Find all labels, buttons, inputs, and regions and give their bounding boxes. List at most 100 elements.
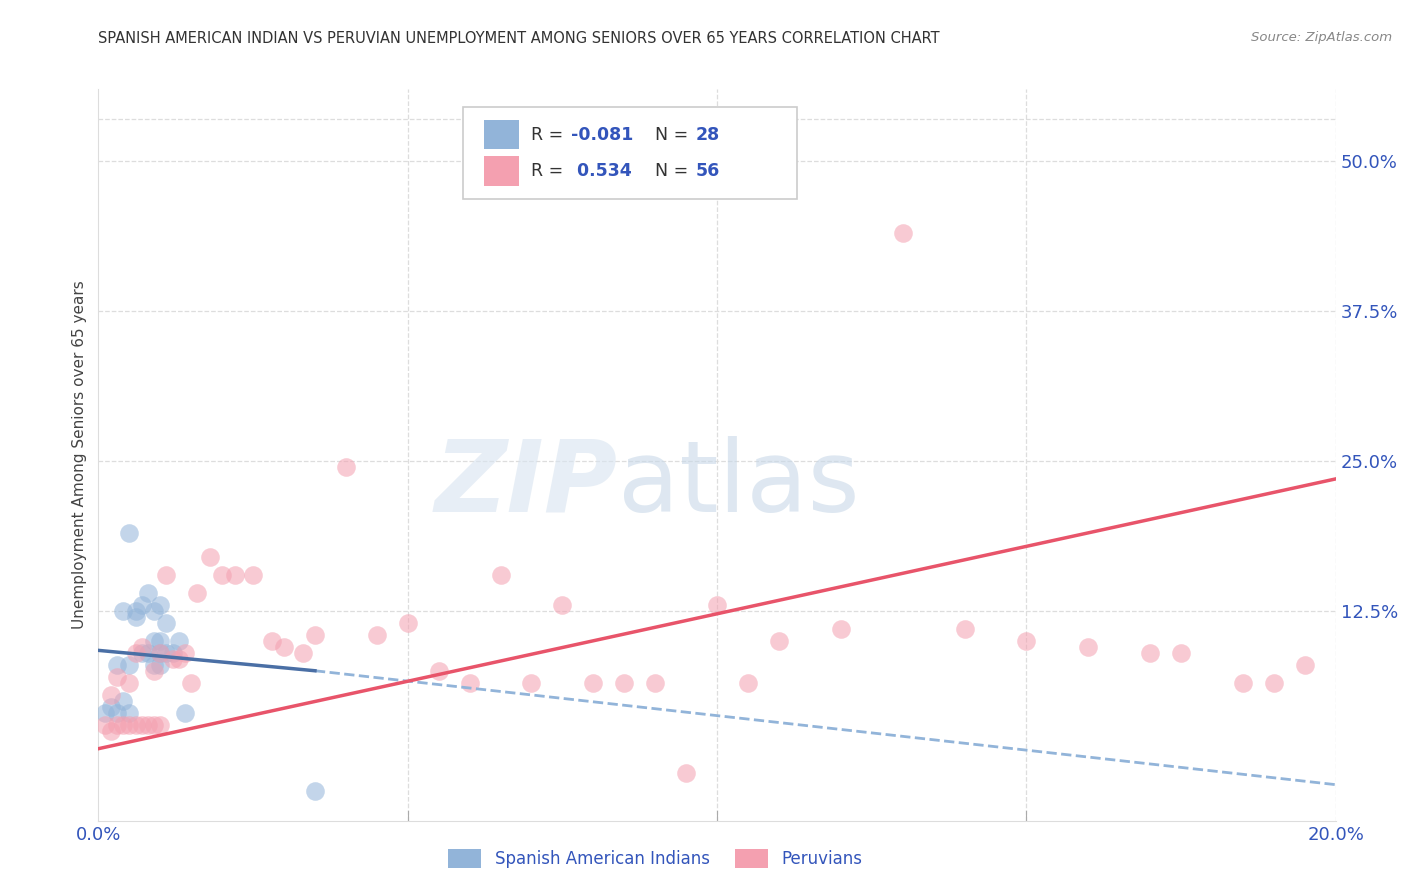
- Point: [118, 675, 141, 690]
- Point: [93, 706, 115, 720]
- Point: [737, 675, 759, 690]
- Point: [105, 706, 128, 720]
- Point: [118, 706, 141, 720]
- Point: [1263, 675, 1285, 690]
- Point: [118, 525, 141, 540]
- Point: [198, 549, 221, 564]
- Point: [112, 604, 135, 618]
- Point: [93, 717, 115, 731]
- Point: [105, 717, 128, 731]
- Point: [273, 640, 295, 654]
- Point: [131, 640, 153, 654]
- Text: Source: ZipAtlas.com: Source: ZipAtlas.com: [1251, 31, 1392, 45]
- Point: [118, 657, 141, 672]
- Point: [291, 646, 314, 660]
- Point: [167, 652, 190, 666]
- Point: [155, 567, 177, 582]
- Point: [105, 670, 128, 684]
- Bar: [485, 156, 519, 186]
- Point: [366, 628, 388, 642]
- Point: [100, 699, 122, 714]
- Text: SPANISH AMERICAN INDIAN VS PERUVIAN UNEMPLOYMENT AMONG SENIORS OVER 65 YEARS COR: SPANISH AMERICAN INDIAN VS PERUVIAN UNEM…: [98, 31, 941, 46]
- Point: [167, 633, 190, 648]
- Text: R =: R =: [531, 126, 569, 144]
- Point: [124, 604, 146, 618]
- Point: [155, 615, 177, 630]
- Point: [124, 609, 146, 624]
- Point: [105, 657, 128, 672]
- Point: [131, 598, 153, 612]
- Text: 28: 28: [696, 126, 720, 144]
- Point: [224, 567, 246, 582]
- Point: [143, 664, 166, 678]
- Point: [891, 226, 914, 240]
- Point: [149, 633, 172, 648]
- Point: [143, 604, 166, 618]
- Point: [118, 717, 141, 731]
- Point: [174, 646, 197, 660]
- Text: R =: R =: [531, 162, 569, 180]
- Point: [396, 615, 419, 630]
- Point: [830, 622, 852, 636]
- Text: 0.534: 0.534: [571, 162, 631, 180]
- Point: [582, 675, 605, 690]
- Text: -0.081: -0.081: [571, 126, 634, 144]
- Point: [1077, 640, 1099, 654]
- Point: [149, 598, 172, 612]
- Point: [124, 646, 146, 660]
- Point: [136, 586, 159, 600]
- Point: [613, 675, 636, 690]
- Point: [644, 675, 666, 690]
- Point: [953, 622, 976, 636]
- Point: [155, 646, 177, 660]
- Text: ZIP: ZIP: [434, 435, 619, 533]
- Text: 56: 56: [696, 162, 720, 180]
- Point: [143, 657, 166, 672]
- Point: [768, 633, 790, 648]
- Point: [100, 688, 122, 702]
- Point: [335, 459, 357, 474]
- Point: [149, 717, 172, 731]
- Point: [180, 675, 202, 690]
- Point: [162, 652, 184, 666]
- Point: [1294, 657, 1316, 672]
- Point: [174, 706, 197, 720]
- Point: [136, 717, 159, 731]
- Point: [162, 646, 184, 660]
- Text: N =: N =: [655, 162, 695, 180]
- Point: [1015, 633, 1038, 648]
- Point: [112, 717, 135, 731]
- Point: [149, 646, 172, 660]
- Point: [143, 633, 166, 648]
- Point: [143, 717, 166, 731]
- Point: [489, 567, 512, 582]
- Point: [1170, 646, 1192, 660]
- Point: [706, 598, 728, 612]
- FancyBboxPatch shape: [464, 108, 797, 199]
- Point: [242, 567, 264, 582]
- Point: [458, 675, 481, 690]
- Point: [131, 717, 153, 731]
- Point: [304, 628, 326, 642]
- Point: [112, 694, 135, 708]
- Point: [211, 567, 233, 582]
- Point: [124, 717, 146, 731]
- Bar: [485, 120, 519, 149]
- Point: [675, 765, 697, 780]
- Point: [131, 646, 153, 660]
- Point: [427, 664, 450, 678]
- Point: [186, 586, 208, 600]
- Point: [1232, 675, 1254, 690]
- Y-axis label: Unemployment Among Seniors over 65 years: Unemployment Among Seniors over 65 years: [72, 281, 87, 629]
- Text: atlas: atlas: [619, 435, 859, 533]
- Legend: Spanish American Indians, Peruvians: Spanish American Indians, Peruvians: [441, 842, 869, 874]
- Point: [149, 657, 172, 672]
- Point: [100, 723, 122, 738]
- Point: [304, 783, 326, 797]
- Point: [149, 646, 172, 660]
- Point: [1139, 646, 1161, 660]
- Point: [551, 598, 574, 612]
- Point: [260, 633, 283, 648]
- Point: [136, 646, 159, 660]
- Point: [520, 675, 543, 690]
